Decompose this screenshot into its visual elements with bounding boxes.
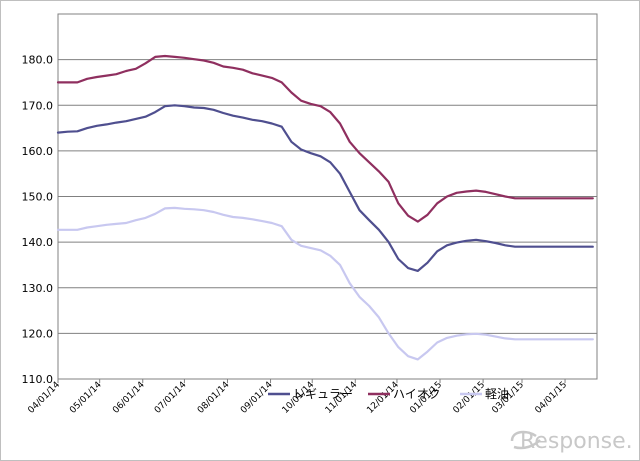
y-tick-label: 140.0 — [22, 236, 54, 249]
y-tick-label: 160.0 — [22, 145, 54, 158]
series-line-2 — [56, 54, 594, 223]
series-layer — [56, 54, 594, 361]
series-line-3 — [56, 206, 594, 361]
y-tick-label: 180.0 — [22, 54, 54, 67]
watermark: Response. — [510, 429, 633, 454]
grid-layer — [57, 13, 598, 380]
y-tick-label: 110.0 — [22, 373, 54, 386]
watermark-logo-icon — [510, 430, 541, 450]
series-line-1 — [56, 104, 594, 272]
legend-label-2: ハイオク — [393, 387, 441, 401]
y-tick-label: 150.0 — [22, 191, 54, 204]
legend: レギュラー ハイオク 軽油 — [268, 387, 509, 401]
y-tick-label: 130.0 — [22, 282, 54, 295]
y-tick-label: 170.0 — [22, 99, 54, 112]
watermark-text: Response. — [520, 429, 633, 454]
legend-label-3: 軽油 — [485, 387, 509, 401]
legend-label-1: レギュラー — [293, 387, 353, 401]
y-tick-label: 120.0 — [22, 327, 54, 340]
